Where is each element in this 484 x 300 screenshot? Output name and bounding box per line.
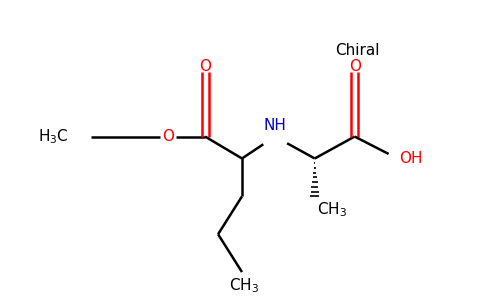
Text: O: O (199, 59, 211, 74)
Text: O: O (162, 129, 174, 144)
Text: H$_3$C: H$_3$C (38, 127, 69, 146)
Text: O: O (348, 59, 361, 74)
Text: NH: NH (263, 118, 287, 133)
Text: CH$_3$: CH$_3$ (317, 200, 347, 219)
Text: OH: OH (399, 151, 423, 166)
Text: CH$_3$: CH$_3$ (229, 276, 259, 295)
Text: Chiral: Chiral (335, 43, 380, 58)
